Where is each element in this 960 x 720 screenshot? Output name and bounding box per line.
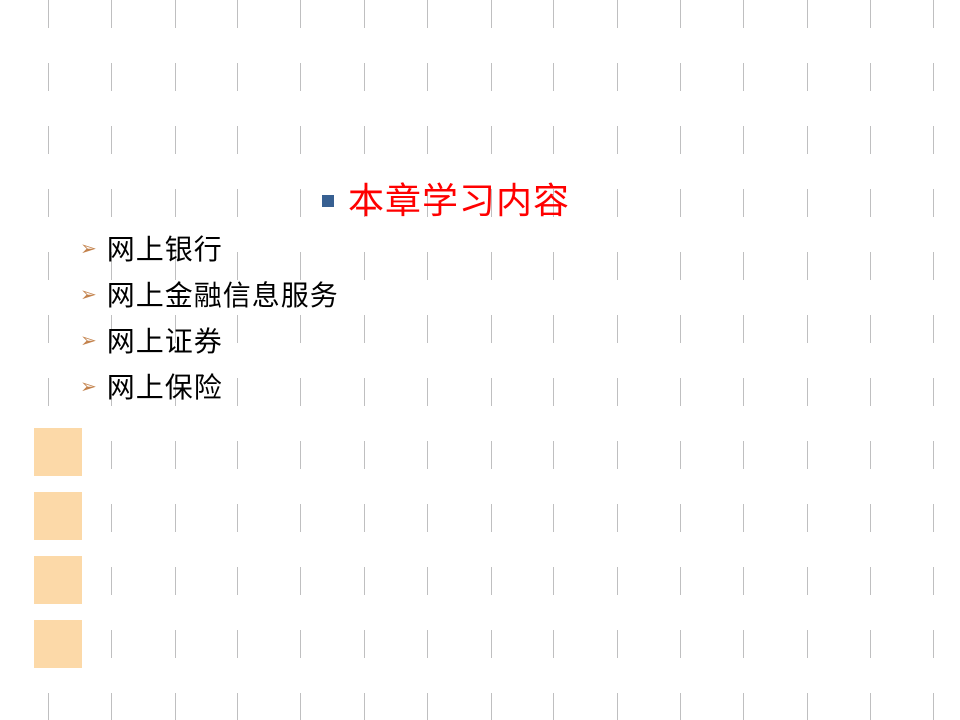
grid-vline [491, 0, 492, 720]
list-item: ➢ 网上证券 [80, 320, 339, 360]
list-item: ➢ 网上银行 [80, 228, 339, 268]
grid-vline [364, 0, 365, 720]
content-list: ➢ 网上银行 ➢ 网上金融信息服务 ➢ 网上证券 ➢ 网上保险 [80, 228, 339, 412]
decorative-square [34, 556, 82, 604]
grid-vline [743, 0, 744, 720]
square-bullet-icon [322, 195, 334, 207]
list-item-label: 网上证券 [107, 320, 223, 360]
arrow-bullet-icon: ➢ [80, 377, 97, 397]
list-item: ➢ 网上金融信息服务 [80, 274, 339, 314]
grid-vline [933, 0, 934, 720]
slide-title-text: 本章学习内容 [348, 172, 570, 224]
list-item-label: 网上保险 [107, 366, 223, 406]
grid-vline [680, 0, 681, 720]
decorative-square [34, 620, 82, 668]
grid-vline [807, 0, 808, 720]
slide-title: 本章学习内容 [322, 172, 570, 224]
decorative-square [34, 428, 82, 476]
decorative-square [34, 492, 82, 540]
grid-vline [870, 0, 871, 720]
grid-vline [553, 0, 554, 720]
arrow-bullet-icon: ➢ [80, 285, 97, 305]
arrow-bullet-icon: ➢ [80, 239, 97, 259]
arrow-bullet-icon: ➢ [80, 331, 97, 351]
grid-vline [617, 0, 618, 720]
list-item-label: 网上金融信息服务 [107, 274, 339, 314]
grid-vline [427, 0, 428, 720]
list-item-label: 网上银行 [107, 228, 223, 268]
list-item: ➢ 网上保险 [80, 366, 339, 406]
decorative-squares [34, 428, 82, 684]
